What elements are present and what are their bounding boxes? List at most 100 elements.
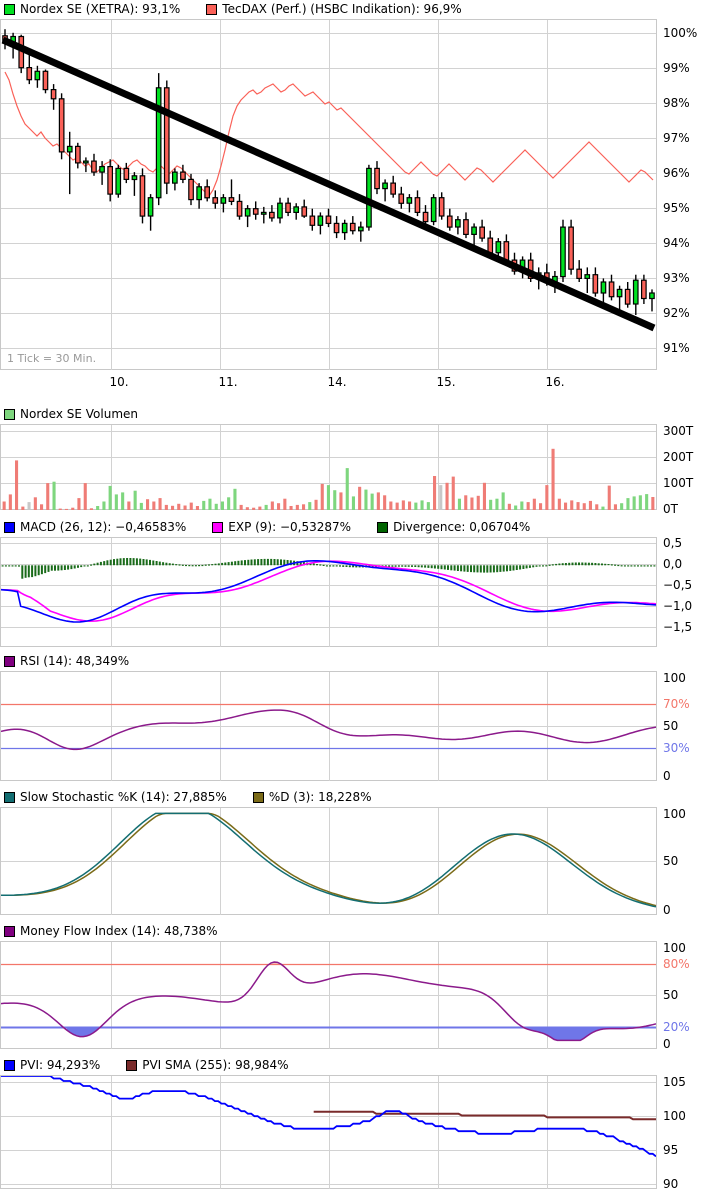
volume-hgrid [1,431,656,484]
price-legend: Nordex SE (XETRA): 93,1% TecDAX (Perf.) … [0,0,708,18]
legend-entry-pvi[interactable]: PVI: 94,293% [4,1059,100,1071]
stoch-ytick-1: 50 [663,854,679,868]
legend-label-nordex: Nordex SE (XETRA): 93,1% [20,2,181,16]
volume-plot-area[interactable] [0,424,656,510]
price-xtick-1: 11. [218,375,238,389]
pvi-plot-area[interactable] [0,1075,656,1189]
price-ytick-8: 92% [663,306,690,320]
macd-ytick-0: 0,5 [663,536,683,550]
rsi-y-axis: 100 70% 50 30% 0 [656,671,708,783]
price-hgrid [1,33,656,349]
macd-legend: MACD (26, 12): −0,46583% EXP (9): −0,532… [0,518,708,536]
color-swatch-macd [4,521,15,533]
price-ytick-0: 100% [663,26,698,40]
rsi-line [1,709,656,751]
legend-label-pvi: PVI: 94,293% [20,1058,101,1072]
mfi-y-axis: 100 80% 50 20% 0 [656,941,708,1051]
volume-canvas [1,425,656,510]
price-ytick-4: 96% [663,166,690,180]
legend-entry-nordex[interactable]: Nordex SE (XETRA): 93,1% [4,3,180,15]
macd-ytick-3: −1,0 [663,599,693,613]
pvi-canvas [1,1076,656,1189]
rsi-plot-area[interactable] [0,671,656,781]
candlestick-series [2,29,655,315]
legend-entry-rsi[interactable]: RSI (14): 48,349% [4,655,129,667]
price-vgrid [111,20,548,370]
color-swatch-pvi-sma [126,1059,138,1071]
mfi-plot-area[interactable] [0,941,656,1049]
price-panel: Nordex SE (XETRA): 93,1% TecDAX (Perf.) … [0,0,708,400]
rsi-ytick-1: 50 [663,719,679,733]
pvi-y-axis: 105 100 95 90 [656,1075,708,1190]
price-plot-area[interactable]: 1 Tick = 30 Min. [0,19,656,370]
pvi-legend: PVI: 94,293% PVI SMA (255): 98,984% [0,1056,708,1074]
tick-interval-note: 1 Tick = 30 Min. [7,352,97,365]
macd-histogram [1,558,656,579]
pvi-line [1,1076,656,1158]
price-ytick-5: 95% [663,201,690,215]
legend-entry-mfi[interactable]: Money Flow Index (14): 48,738% [4,925,218,937]
rsi-band-high-label: 70% [663,697,690,711]
mfi-line [1,961,656,1042]
legend-entry-macd[interactable]: MACD (26, 12): −0,46583% [4,521,186,533]
legend-entry-tecdax[interactable]: TecDAX (Perf.) (HSBC Indikation): 96,9% [206,2,462,16]
macd-plot-area[interactable] [0,537,656,647]
legend-entry-volume[interactable]: Nordex SE Volumen [4,408,138,420]
color-swatch-pvi [4,1059,15,1071]
price-ytick-6: 94% [663,236,690,250]
color-swatch-volume [4,408,15,420]
legend-label-macd: MACD (26, 12): −0,46583% [20,520,187,534]
macd-hgrid [1,543,656,628]
stoch-d-line [1,812,656,907]
mfi-band-high-label: 80% [663,957,690,971]
mfi-band-low-label: 20% [663,1020,690,1034]
stoch-k-line [1,812,656,908]
pvi-ytick-1: 100 [663,1109,686,1123]
price-xtick-4: 16. [545,375,565,389]
legend-entry-stoch-k[interactable]: Slow Stochastic %K (14): 27,885% [4,791,227,803]
price-xtick-0: 10. [109,375,129,389]
legend-entry-divergence[interactable]: Divergence: 0,06704% [377,521,530,533]
tecdax-line [4,71,654,197]
macd-ytick-4: −1,5 [663,620,693,634]
price-ytick-9: 91% [663,341,690,355]
price-y-axis: 100% 99% 98% 97% 96% 95% 94% 93% 92% 91% [656,19,708,370]
price-ytick-1: 99% [663,61,690,75]
color-swatch-divergence [377,521,389,533]
mfi-panel: Money Flow Index (14): 48,738% 100 [0,922,708,1052]
volume-panel: Nordex SE Volumen 30 [0,405,708,515]
legend-label-rsi: RSI (14): 48,349% [20,654,130,668]
legend-entry-exp[interactable]: EXP (9): −0,53287% [212,521,351,533]
stoch-ytick-0: 100 [663,807,686,821]
pvi-hgrid [1,1082,656,1185]
stochastic-canvas [1,808,656,915]
rsi-canvas [1,672,656,781]
rsi-legend: RSI (14): 48,349% [0,652,708,670]
rsi-ytick-2: 0 [663,769,671,783]
legend-entry-stoch-d[interactable]: %D (3): 18,228% [252,791,372,803]
mfi-ytick-1: 50 [663,988,679,1002]
mfi-legend: Money Flow Index (14): 48,738% [0,922,708,940]
stochastic-plot-area[interactable] [0,807,656,915]
pvi-ytick-2: 95 [663,1143,679,1157]
legend-entry-pvi-sma[interactable]: PVI SMA (255): 98,984% [126,1058,289,1072]
pvi-panel: PVI: 94,293% PVI SMA (255): 98,984% [0,1056,708,1193]
volume-y-axis: 300T 200T 100T 0T [656,424,708,515]
volume-ytick-1: 200T [663,450,694,464]
price-x-axis: 10. 11. 14. 15. 16. [0,376,708,392]
price-ytick-7: 93% [663,271,690,285]
mfi-ytick-2: 0 [663,1037,671,1051]
price-ytick-3: 97% [663,131,690,145]
color-swatch-mfi [4,925,15,937]
legend-label-pvi-sma: PVI SMA (255): 98,984% [142,1058,289,1072]
trendline [1,36,656,332]
volume-legend: Nordex SE Volumen [0,405,708,423]
color-swatch-stoch-d [252,791,264,803]
legend-label-mfi: Money Flow Index (14): 48,738% [20,924,218,938]
legend-label-tecdax: TecDAX (Perf.) (HSBC Indikation): 96,9% [222,2,462,16]
legend-label-stoch-k: Slow Stochastic %K (14): 27,885% [20,790,227,804]
pvi-vgrid [111,1076,548,1189]
pvi-ytick-0: 105 [663,1075,686,1089]
macd-panel: MACD (26, 12): −0,46583% EXP (9): −0,532… [0,518,708,650]
